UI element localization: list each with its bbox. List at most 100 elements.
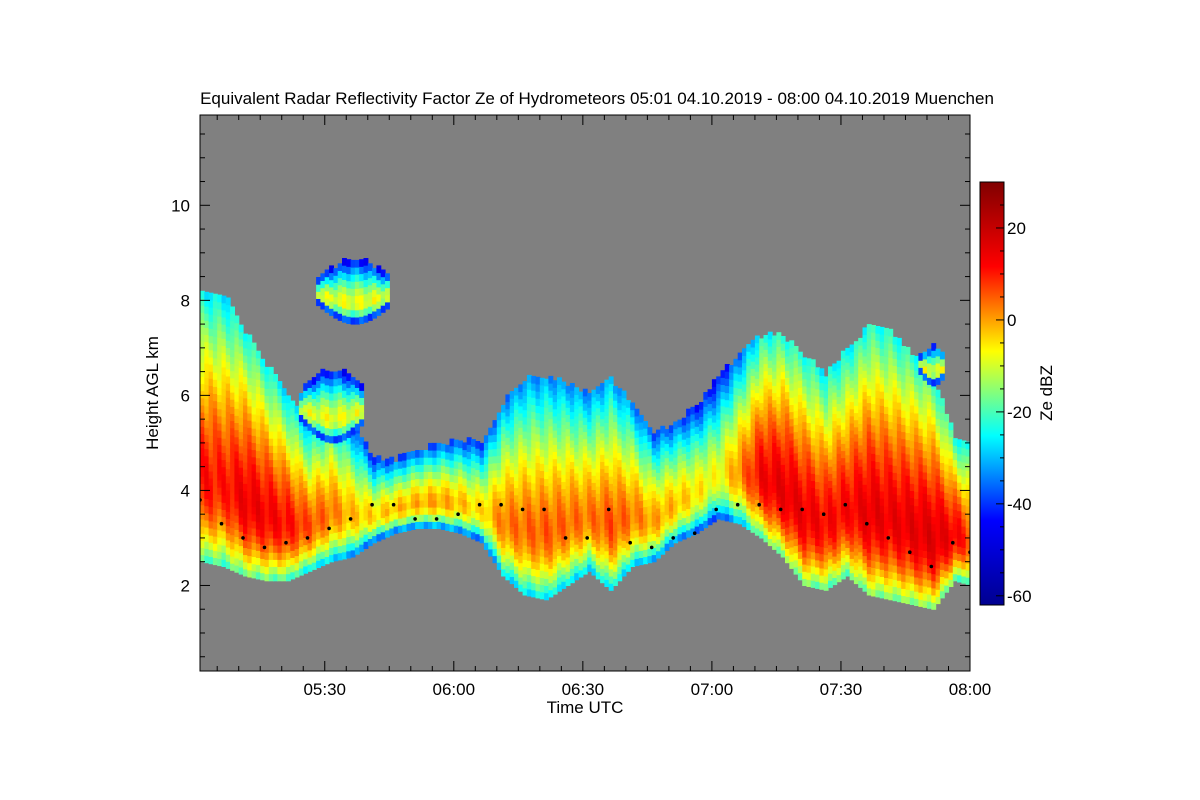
echo-cell <box>565 414 571 423</box>
echo-cell <box>286 438 291 446</box>
echo-cell <box>690 506 696 515</box>
echo-cell <box>638 471 644 480</box>
echo-cell <box>217 301 223 310</box>
echo-cell <box>260 380 266 388</box>
echo-cell <box>200 476 205 484</box>
echo-cell <box>514 537 519 546</box>
echo-cell <box>694 490 700 499</box>
echo-cell <box>815 509 820 518</box>
echo-cell <box>389 528 395 536</box>
echo-cell <box>277 395 283 404</box>
echo-cell <box>432 478 438 487</box>
echo-cell <box>514 530 519 538</box>
echo-cell <box>806 443 812 452</box>
echo-cell <box>522 480 528 489</box>
echo-cell <box>376 519 382 528</box>
echo-cell <box>862 434 868 442</box>
echo-cell <box>204 462 210 471</box>
echo-cell <box>367 460 373 468</box>
echo-cell <box>479 528 485 537</box>
echo-cell <box>548 554 554 562</box>
echo-cell <box>208 506 214 515</box>
echo-cell <box>810 537 816 546</box>
echo-cell <box>264 416 270 425</box>
echo-cell <box>711 471 717 480</box>
echo-cell <box>918 570 924 579</box>
echo-cell <box>879 512 885 520</box>
echo-cell <box>385 480 390 488</box>
echo-cell <box>767 467 773 475</box>
echo-cell <box>578 398 584 407</box>
upper-echo-cell <box>324 384 330 393</box>
echo-cell <box>544 442 549 451</box>
echo-cell <box>625 521 631 529</box>
echo-cell <box>526 531 532 540</box>
echo-cell <box>294 434 300 442</box>
echo-cell <box>462 499 468 508</box>
echo-cell <box>526 581 532 590</box>
echo-cell <box>531 440 537 448</box>
upper-echo-cell <box>329 428 334 437</box>
echo-cell <box>604 379 610 388</box>
echo-cell <box>905 482 911 490</box>
echo-cell <box>806 515 812 523</box>
echo-cell <box>496 433 502 442</box>
echo-cell <box>776 396 782 404</box>
upper-echo-cell <box>329 272 334 281</box>
echo-cell <box>733 380 739 388</box>
echo-cell <box>569 383 575 391</box>
echo-cell <box>535 391 541 399</box>
echo-cell <box>767 381 773 390</box>
echo-cell <box>591 439 597 448</box>
echo-cell <box>638 557 644 566</box>
echo-cell <box>789 375 795 384</box>
upper-echo-cell <box>298 400 304 408</box>
echo-cell <box>557 413 562 421</box>
echo-cell <box>742 355 747 364</box>
echo-cell <box>711 493 717 501</box>
echo-cell <box>514 558 519 567</box>
echo-cell <box>539 584 545 593</box>
echo-cell <box>862 355 868 364</box>
echo-cell <box>905 461 911 469</box>
upper-echo-cell <box>311 427 317 435</box>
echo-cell <box>208 364 214 372</box>
echo-cell <box>582 388 588 397</box>
echo-cell <box>221 416 227 425</box>
echo-cell <box>496 441 502 449</box>
echo-cell <box>806 579 812 587</box>
upper-echo-cell <box>329 435 334 444</box>
echo-cell <box>428 442 433 451</box>
echo-cell <box>230 349 235 357</box>
echo-cell <box>944 570 950 579</box>
echo-cell <box>277 530 283 539</box>
echo-cell <box>862 505 868 514</box>
echo-cell <box>531 404 537 413</box>
echo-cell <box>819 546 825 555</box>
upper-echo-cell <box>346 302 352 310</box>
echo-cell <box>699 416 704 424</box>
echo-cell <box>849 465 855 474</box>
echo-cell <box>909 454 915 463</box>
echo-cell <box>281 445 287 453</box>
echo-cell <box>840 564 846 573</box>
echo-cell <box>324 528 330 536</box>
echo-cell <box>419 499 425 508</box>
echo-cell <box>742 505 747 513</box>
echo-cell <box>793 381 799 390</box>
echo-cell <box>548 411 554 420</box>
echo-cell <box>905 589 911 597</box>
echo-cell <box>419 471 425 480</box>
echo-cell <box>806 486 812 495</box>
echo-cell <box>225 547 231 555</box>
echo-cell <box>694 426 700 434</box>
echo-cell <box>914 355 919 364</box>
echo-cell <box>225 368 231 377</box>
echo-cell <box>905 425 911 433</box>
echo-cell <box>501 511 506 520</box>
echo-cell <box>221 537 227 546</box>
echo-cell <box>617 509 623 518</box>
echo-cell <box>389 492 395 500</box>
echo-cell <box>905 575 911 583</box>
echo-cell <box>273 416 278 425</box>
